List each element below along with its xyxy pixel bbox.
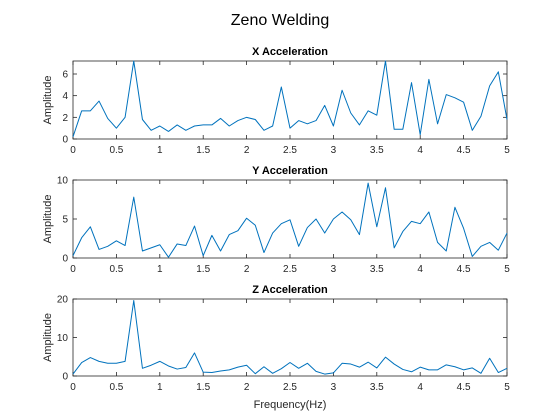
z-xtick-label: 1: [157, 382, 163, 393]
z-ylabel: Amplitude: [42, 313, 54, 362]
z-xtick-label: 2: [244, 382, 250, 393]
y-xtick-label: 3: [331, 264, 337, 275]
x-subplot-title: X Acceleration: [252, 46, 328, 58]
x-xtick-label: 4.5: [457, 145, 471, 156]
x-xtick-label: 2: [244, 145, 250, 156]
x-xtick-label: 1: [157, 145, 163, 156]
x-xtick-label: 0.5: [109, 145, 123, 156]
z-xlabel: Frequency(Hz): [254, 399, 327, 411]
x-xtick-label: 1.5: [196, 145, 210, 156]
x-xtick-label: 4: [417, 145, 423, 156]
y-xtick-label: 1: [157, 264, 163, 275]
z-ytick-label: 20: [57, 295, 69, 306]
z-xtick-label: 3: [331, 382, 337, 393]
z-xtick-label: 1.5: [196, 382, 210, 393]
y-xtick-label: 1.5: [196, 264, 210, 275]
figure-title: Zeno Welding: [231, 12, 329, 29]
z-xtick-label: 2.5: [283, 382, 297, 393]
y-ytick-label: 0: [62, 254, 68, 265]
y-xtick-label: 4.5: [457, 264, 471, 275]
z-xtick-label: 0: [70, 382, 76, 393]
x-ytick-label: 0: [62, 135, 68, 146]
x-ylabel: Amplitude: [42, 76, 54, 125]
x-xtick-label: 5: [504, 145, 510, 156]
y-xtick-label: 0: [70, 264, 76, 275]
z-xtick-label: 3.5: [370, 382, 384, 393]
x-xtick-label: 3: [331, 145, 337, 156]
x-xtick-label: 2.5: [283, 145, 297, 156]
y-ylabel: Amplitude: [42, 195, 54, 244]
y-subplot-title: Y Acceleration: [252, 165, 328, 177]
z-ytick-label: 10: [57, 333, 69, 344]
x-xtick-label: 0: [70, 145, 76, 156]
y-xtick-label: 3.5: [370, 264, 384, 275]
y-ytick-label: 10: [57, 176, 69, 187]
z-xtick-label: 4: [417, 382, 423, 393]
x-ytick-label: 2: [62, 113, 68, 124]
x-xtick-label: 3.5: [370, 145, 384, 156]
x-ytick-label: 6: [62, 70, 68, 81]
z-ytick-label: 0: [62, 372, 68, 383]
z-xtick-label: 0.5: [109, 382, 123, 393]
y-xtick-label: 4: [417, 264, 423, 275]
y-ytick-label: 5: [62, 215, 68, 226]
y-xtick-label: 0.5: [109, 264, 123, 275]
y-xtick-label: 2.5: [283, 264, 297, 275]
x-ytick-label: 4: [62, 91, 68, 102]
z-xtick-label: 5: [504, 382, 510, 393]
z-xtick-label: 4.5: [457, 382, 471, 393]
z-subplot-title: Z Acceleration: [252, 284, 328, 296]
y-xtick-label: 5: [504, 264, 510, 275]
y-xtick-label: 2: [244, 264, 250, 275]
